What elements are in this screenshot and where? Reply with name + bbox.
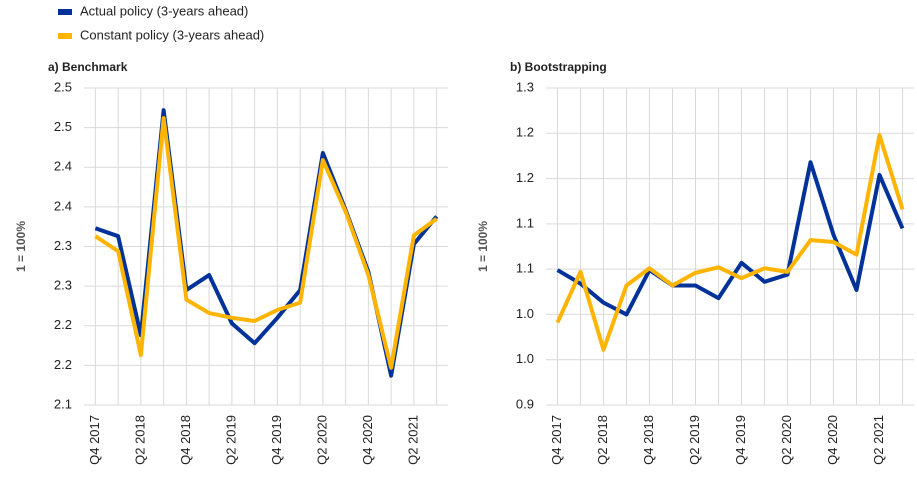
x-tick-label: Q2 2021 — [405, 415, 420, 465]
x-tick-label: Q4 2017 — [87, 415, 102, 465]
series-line — [94, 108, 439, 378]
y-tick-label: 2.4 — [54, 159, 72, 174]
x-tick-label: Q4 2018 — [178, 415, 193, 465]
x-tick-label: Q2 2018 — [595, 415, 610, 465]
series-line — [556, 160, 905, 317]
series-line — [94, 116, 438, 370]
y-axis-label: 1 = 100% — [14, 221, 28, 272]
x-tick-label: Q4 2018 — [641, 415, 656, 465]
legend-swatch — [58, 33, 72, 39]
legend-label: Actual policy (3-years ahead) — [80, 3, 248, 18]
x-tick-label: Q4 2020 — [360, 415, 375, 465]
y-tick-label: 0.9 — [516, 396, 534, 411]
y-axis-label: 1 = 100% — [476, 221, 490, 272]
y-tick-label: 2.1 — [54, 396, 72, 411]
x-tick-label: Q4 2019 — [733, 415, 748, 465]
x-tick-label: Q2 2019 — [223, 415, 238, 465]
y-tick-label: 2.2 — [54, 317, 72, 332]
y-tick-label: 1.1 — [516, 215, 534, 230]
chart-title: b) Bootstrapping — [510, 60, 607, 74]
x-tick-label: Q4 2019 — [269, 415, 284, 465]
x-tick-label: Q2 2021 — [871, 415, 886, 465]
x-tick-label: Q4 2020 — [825, 415, 840, 465]
x-tick-label: Q2 2020 — [779, 415, 794, 465]
legend-swatch — [58, 9, 72, 15]
y-tick-label: 1.3 — [516, 79, 534, 94]
y-tick-label: 1.0 — [516, 306, 534, 321]
x-tick-label: Q2 2018 — [132, 415, 147, 465]
y-tick-label: 1.2 — [516, 125, 534, 140]
legend-label: Constant policy (3-years ahead) — [80, 27, 264, 42]
y-tick-label: 1.1 — [516, 261, 534, 276]
y-tick-label: 2.4 — [54, 198, 72, 213]
y-tick-label: 2.2 — [54, 357, 72, 372]
y-tick-label: 2.5 — [54, 119, 72, 134]
y-tick-label: 1.2 — [516, 170, 534, 185]
series-line — [555, 133, 905, 352]
y-tick-label: 2.3 — [54, 238, 72, 253]
y-tick-label: 2.3 — [54, 278, 72, 293]
x-tick-label: Q2 2019 — [687, 415, 702, 465]
x-tick-label: Q4 2017 — [549, 415, 564, 465]
y-tick-label: 1.0 — [516, 351, 534, 366]
x-tick-label: Q2 2020 — [314, 415, 329, 465]
chart-title: a) Benchmark — [48, 60, 128, 74]
y-tick-label: 2.5 — [54, 79, 72, 94]
